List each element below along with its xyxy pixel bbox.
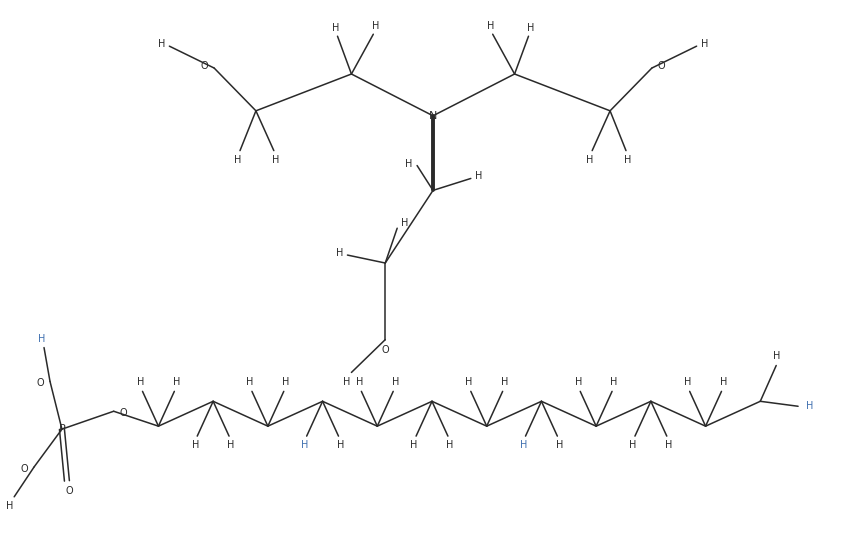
Text: H: H bbox=[527, 23, 534, 33]
Text: H: H bbox=[228, 440, 235, 450]
Text: H: H bbox=[137, 377, 145, 387]
Text: H: H bbox=[772, 350, 780, 361]
Text: O: O bbox=[36, 378, 44, 388]
Text: H: H bbox=[465, 377, 473, 387]
Text: O: O bbox=[65, 486, 73, 496]
Text: H: H bbox=[372, 21, 379, 31]
Text: H: H bbox=[38, 334, 46, 343]
Text: H: H bbox=[336, 248, 343, 258]
Text: H: H bbox=[191, 440, 199, 450]
Text: H: H bbox=[574, 377, 582, 387]
Text: O: O bbox=[120, 408, 127, 418]
Text: H: H bbox=[356, 377, 363, 387]
Text: H: H bbox=[5, 501, 13, 511]
Text: H: H bbox=[806, 401, 814, 411]
Text: H: H bbox=[446, 440, 454, 450]
Text: H: H bbox=[720, 377, 727, 387]
Text: O: O bbox=[200, 61, 208, 71]
Text: H: H bbox=[402, 218, 409, 228]
Text: N: N bbox=[429, 111, 437, 121]
Text: H: H bbox=[684, 377, 691, 387]
Text: O: O bbox=[381, 345, 389, 355]
Text: H: H bbox=[475, 172, 482, 181]
Text: H: H bbox=[172, 377, 180, 387]
Text: H: H bbox=[665, 440, 673, 450]
Text: H: H bbox=[282, 377, 289, 387]
Text: H: H bbox=[246, 377, 254, 387]
Text: H: H bbox=[405, 158, 413, 169]
Text: O: O bbox=[658, 61, 666, 71]
Text: H: H bbox=[272, 155, 280, 165]
Text: H: H bbox=[410, 440, 417, 450]
Text: H: H bbox=[391, 377, 399, 387]
Text: H: H bbox=[520, 440, 527, 450]
Text: H: H bbox=[701, 39, 708, 49]
Text: H: H bbox=[556, 440, 563, 450]
Text: H: H bbox=[586, 155, 594, 165]
Text: H: H bbox=[337, 440, 344, 450]
Text: H: H bbox=[332, 23, 339, 33]
Text: H: H bbox=[611, 377, 617, 387]
Text: H: H bbox=[630, 440, 637, 450]
Text: H: H bbox=[624, 155, 631, 165]
Text: H: H bbox=[501, 377, 508, 387]
Text: O: O bbox=[20, 464, 28, 474]
Text: H: H bbox=[343, 377, 350, 387]
Text: H: H bbox=[158, 39, 165, 49]
Text: P: P bbox=[59, 424, 65, 434]
Text: H: H bbox=[301, 440, 308, 450]
Text: H: H bbox=[487, 21, 494, 31]
Text: H: H bbox=[235, 155, 242, 165]
